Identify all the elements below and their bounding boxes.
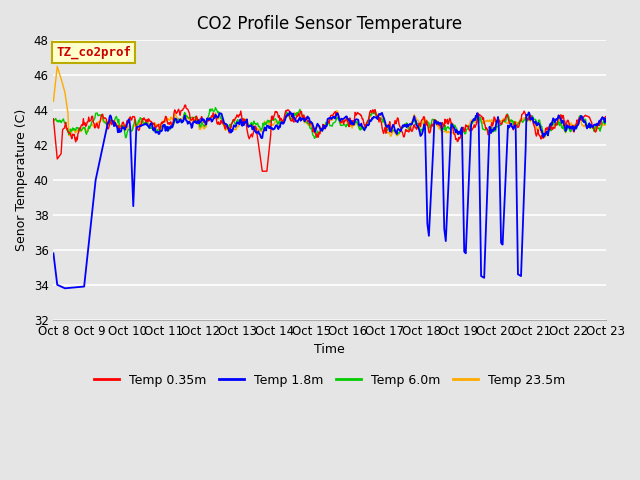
- Legend: Temp 0.35m, Temp 1.8m, Temp 6.0m, Temp 23.5m: Temp 0.35m, Temp 1.8m, Temp 6.0m, Temp 2…: [89, 369, 570, 392]
- Title: CO2 Profile Sensor Temperature: CO2 Profile Sensor Temperature: [197, 15, 462, 33]
- Text: TZ_co2prof: TZ_co2prof: [56, 46, 131, 59]
- X-axis label: Time: Time: [314, 343, 345, 356]
- Y-axis label: Senor Temperature (C): Senor Temperature (C): [15, 109, 28, 251]
